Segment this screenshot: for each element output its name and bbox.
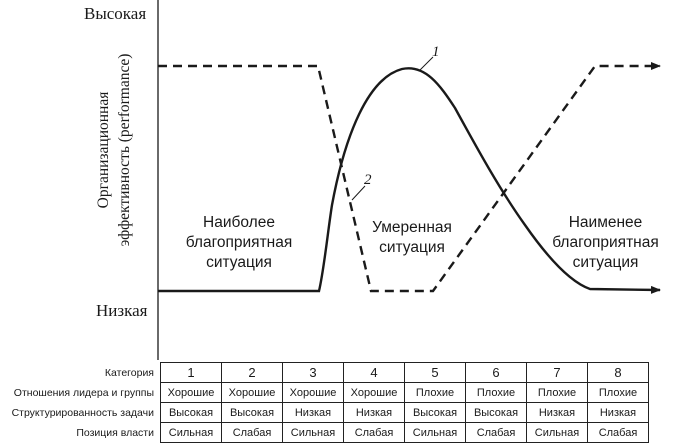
table-cell: Сильная: [404, 422, 466, 443]
category-cell: 2: [221, 362, 283, 383]
category-table: Категория 1 2 3 4 5 6 7 8 Отношения лиде…: [0, 362, 649, 443]
table-cell: Высокая: [160, 402, 222, 423]
curve-2-dashed: [158, 62, 661, 293]
table-row: Структурированность задачи Высокая Высок…: [0, 402, 649, 423]
category-cell: 4: [343, 362, 405, 383]
category-cell: 6: [465, 362, 527, 383]
category-cell: 8: [587, 362, 649, 383]
table-cell: Хорошие: [282, 382, 344, 403]
table-cell: Высокая: [404, 402, 466, 423]
region-most-favorable: Наиболее благоприятная ситуация: [169, 213, 309, 273]
table-row: Категория 1 2 3 4 5 6 7 8: [0, 362, 649, 383]
table-cell: Слабая: [343, 422, 405, 443]
region-worst-line: благоприятная: [552, 234, 659, 251]
region-best-line: Наиболее: [203, 214, 275, 231]
table-cell: Хорошие: [221, 382, 283, 403]
curve-2-label: 2: [364, 172, 372, 188]
table-cell: Хорошие: [160, 382, 222, 403]
table-cell: Высокая: [221, 402, 283, 423]
region-best-line: благоприятная: [185, 234, 293, 251]
row-label: Структурированность задачи: [11, 406, 154, 419]
table-cell: Низкая: [282, 402, 344, 423]
curve-1-label: 1: [432, 44, 440, 60]
table-cell: Плохие: [465, 382, 527, 403]
region-moderate: Умеренная ситуация: [350, 218, 474, 258]
table-cell: Сильная: [526, 422, 588, 443]
y-axis-high-label: Высокая: [84, 4, 147, 23]
table-cell: Низкая: [343, 402, 405, 423]
category-header: Категория: [104, 366, 154, 379]
table-row: Позиция власти Сильная Слабая Сильная Сл…: [0, 422, 649, 443]
row-label: Позиция власти: [76, 426, 154, 439]
table-cell: Сильная: [282, 422, 344, 443]
category-cell: 5: [404, 362, 466, 383]
category-cell: 3: [282, 362, 344, 383]
table-cell: Слабая: [465, 422, 527, 443]
region-worst-line: Наименее: [568, 214, 643, 231]
curve-1-solid: [158, 67, 661, 294]
table-cell: Низкая: [587, 402, 649, 423]
table-cell: Плохие: [404, 382, 466, 403]
table-cell: Низкая: [526, 402, 588, 423]
table-cell: Хорошие: [343, 382, 405, 403]
table-cell: Слабая: [221, 422, 283, 443]
category-cell: 1: [160, 362, 222, 383]
performance-chart: [157, 0, 661, 360]
table-cell: Сильная: [160, 422, 222, 443]
table-cell: Плохие: [587, 382, 649, 403]
table-cell: Плохие: [526, 382, 588, 403]
region-moderate-line: ситуация: [379, 239, 445, 256]
row-label: Отношения лидера и группы: [13, 386, 154, 399]
region-least-favorable: Наименее благоприятная ситуация: [528, 213, 675, 273]
region-best-line: ситуация: [206, 254, 272, 271]
y-axis-low-label: Низкая: [96, 301, 148, 320]
table-cell: Слабая: [587, 422, 649, 443]
category-cell: 7: [526, 362, 588, 383]
curve-1-leader: [419, 56, 434, 71]
region-moderate-line: Умеренная: [372, 219, 452, 236]
table-row: Отношения лидера и группы Хорошие Хороши…: [0, 382, 649, 403]
curve-2-leader: [351, 185, 366, 201]
region-worst-line: ситуация: [572, 254, 639, 271]
table-cell: Высокая: [465, 402, 527, 423]
